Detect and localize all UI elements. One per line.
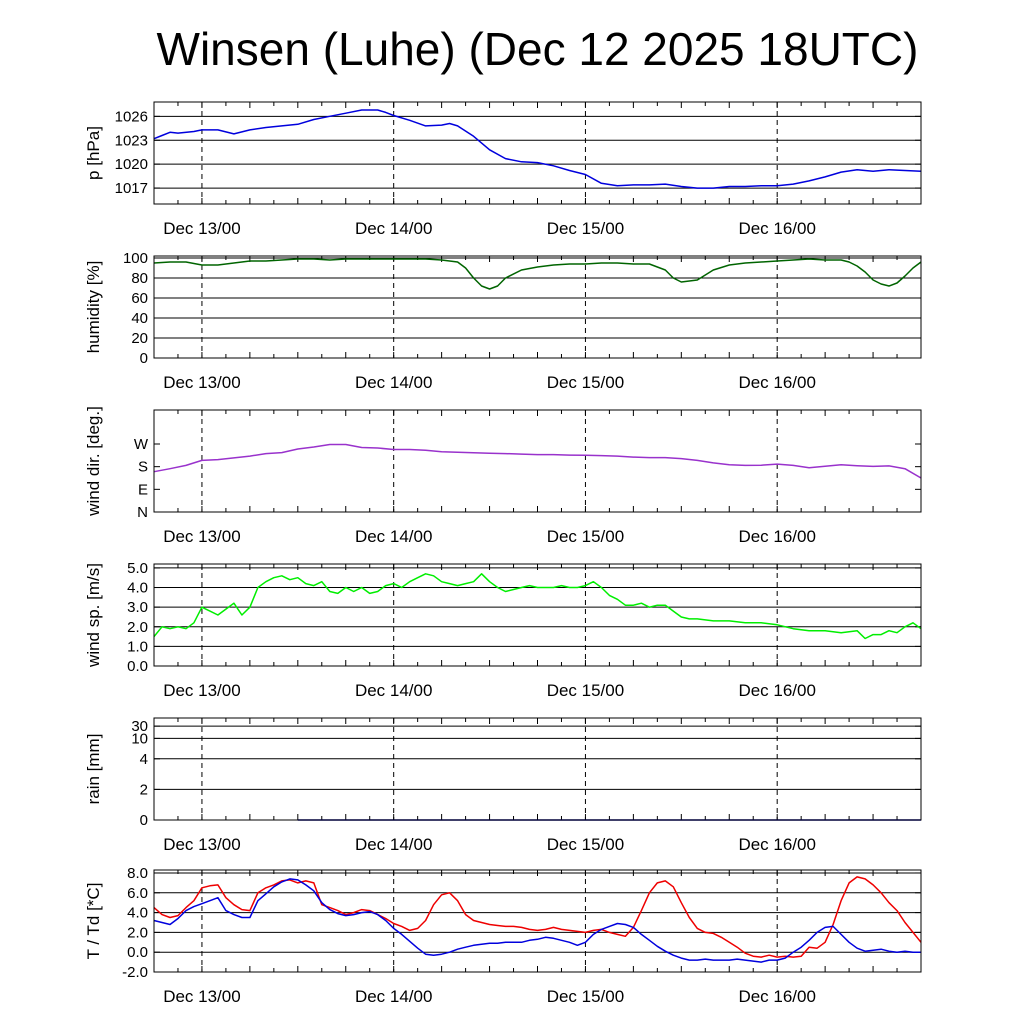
y-tick-label: 1020 — [115, 156, 148, 173]
series-line-temperature — [153, 876, 922, 958]
y-tick-label: N — [137, 504, 148, 521]
x-day-label: Dec 13/00 — [163, 527, 241, 546]
y-tick-label: 20 — [131, 330, 148, 347]
x-day-label: Dec 13/00 — [163, 835, 241, 854]
x-day-label: Dec 14/00 — [355, 373, 433, 392]
y-tick-label: 3.0 — [127, 599, 148, 616]
chart-title: Winsen (Luhe) (Dec 12 2025 18UTC) — [156, 23, 919, 75]
y-tick-label: 2.0 — [127, 619, 148, 636]
y-tick-label: S — [138, 459, 148, 476]
y-tick-label: 5.0 — [127, 560, 148, 577]
y-tick-label: 1023 — [115, 132, 148, 149]
plot-frame — [153, 717, 922, 821]
x-day-label: Dec 15/00 — [547, 527, 625, 546]
plot-frame — [153, 101, 922, 205]
x-day-label: Dec 16/00 — [738, 527, 816, 546]
y-axis-label: p [hPa] — [84, 126, 103, 180]
x-day-label: Dec 13/00 — [163, 987, 241, 1006]
y-tick-label: 8.0 — [127, 865, 148, 882]
y-tick-label: W — [134, 436, 149, 453]
x-day-label: Dec 14/00 — [355, 527, 433, 546]
y-tick-label: 1026 — [115, 108, 148, 125]
y-axis-label: humidity [%] — [84, 261, 103, 354]
series-line-humidity — [153, 258, 922, 290]
y-tick-label: 10 — [131, 730, 148, 747]
x-day-label: Dec 15/00 — [547, 219, 625, 238]
y-tick-label: 0.0 — [127, 658, 148, 675]
y-tick-label: 0 — [140, 812, 148, 829]
x-day-label: Dec 14/00 — [355, 681, 433, 700]
x-day-label: Dec 16/00 — [738, 373, 816, 392]
x-day-label: Dec 16/00 — [738, 835, 816, 854]
series-line-pressure — [153, 109, 922, 189]
panel-humidity: 0 20 40 60 80 100 Dec 13/00 Dec 14/00 Dec 15/00 D… — [84, 250, 922, 392]
plot-frame — [153, 869, 922, 973]
y-tick-label: 1017 — [115, 180, 148, 197]
x-day-label: Dec 15/00 — [547, 987, 625, 1006]
y-tick-label: 2 — [140, 781, 148, 798]
panel-wind_speed: 0.0 1.0 2.0 3.0 4.0 5.0 Dec 13/00 Dec 14/00 Dec … — [84, 560, 922, 700]
x-day-label: Dec 14/00 — [355, 987, 433, 1006]
x-day-label: Dec 16/00 — [738, 987, 816, 1006]
x-day-label: Dec 14/00 — [355, 219, 433, 238]
y-tick-label: 4 — [140, 751, 148, 768]
x-day-label: Dec 15/00 — [547, 835, 625, 854]
plot-frame — [153, 563, 922, 667]
plot-frame — [153, 409, 922, 513]
y-tick-label: 1.0 — [127, 638, 148, 655]
series-line-wind_dir — [153, 443, 922, 479]
y-tick-label: -2.0 — [122, 964, 148, 981]
y-tick-label: 0 — [140, 350, 148, 367]
x-day-label: Dec 16/00 — [738, 219, 816, 238]
x-day-label: Dec 13/00 — [163, 219, 241, 238]
y-tick-label: 4.0 — [127, 905, 148, 922]
x-day-label: Dec 16/00 — [738, 681, 816, 700]
y-tick-label: 4.0 — [127, 580, 148, 597]
y-axis-label: wind sp. [m/s] — [84, 563, 103, 668]
y-tick-label: 0.0 — [127, 944, 148, 961]
x-day-label: Dec 15/00 — [547, 681, 625, 700]
y-tick-label: 40 — [131, 310, 148, 327]
y-tick-label: 30 — [131, 718, 148, 735]
x-day-label: Dec 13/00 — [163, 681, 241, 700]
series-line-wind_speed — [153, 573, 922, 640]
y-axis-label: T / Td [*C] — [84, 883, 103, 960]
plot-frame — [153, 255, 922, 359]
panel-pressure: 1017 1020 1023 1026 Dec 13/00 Dec 14/00 Dec 15… — [84, 101, 922, 238]
y-tick-label: 100 — [123, 250, 148, 267]
x-day-label: Dec 15/00 — [547, 373, 625, 392]
y-axis-label: wind dir. [deg.] — [84, 406, 103, 517]
y-tick-label: 80 — [131, 270, 148, 287]
panel-temperature: -2.0 0.0 2.0 4.0 6.0 8.0 Dec 13/00 Dec 14/00 Dec… — [84, 865, 922, 1006]
series-line-temperature — [153, 878, 921, 963]
y-tick-label: E — [138, 481, 148, 498]
y-axis-label: rain [mm] — [84, 734, 103, 805]
y-tick-label: 6.0 — [127, 885, 148, 902]
y-tick-label: 60 — [131, 290, 148, 307]
y-tick-label: 2.0 — [127, 924, 148, 941]
x-day-label: Dec 14/00 — [355, 835, 433, 854]
x-day-label: Dec 13/00 — [163, 373, 241, 392]
